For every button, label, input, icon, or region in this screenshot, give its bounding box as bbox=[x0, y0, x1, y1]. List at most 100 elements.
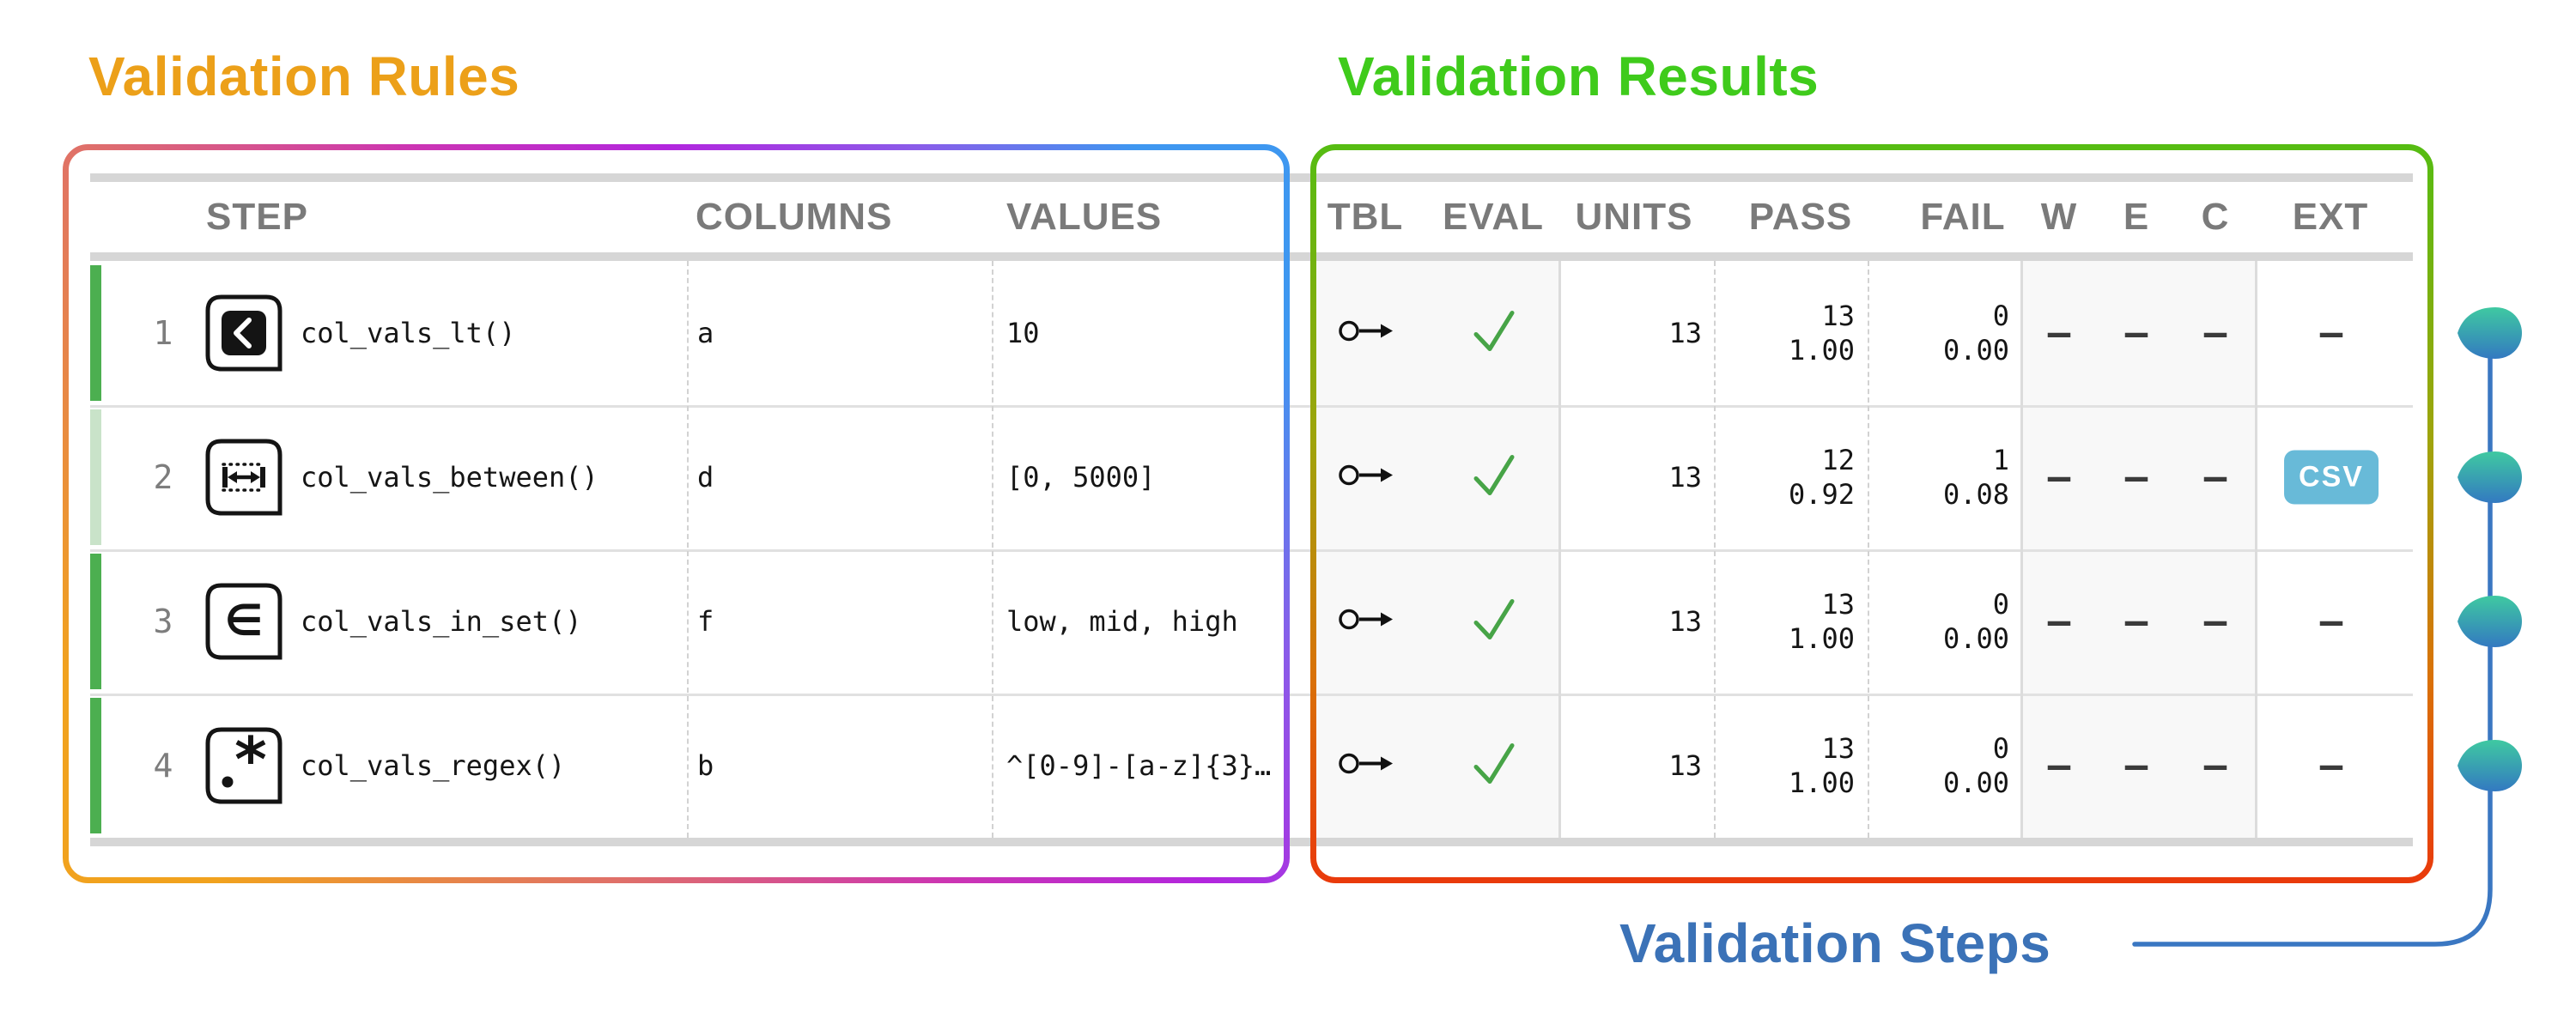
pass-fraction: 1.00 bbox=[1788, 334, 1855, 367]
units-cell: 13 bbox=[1668, 317, 1702, 349]
error-cell: — bbox=[2124, 743, 2148, 788]
fail-cell: 0 0.00 bbox=[1943, 731, 2009, 800]
values-cell: low, mid, high bbox=[1006, 605, 1238, 638]
pass-count: 12 bbox=[1821, 444, 1855, 476]
status-bar bbox=[90, 409, 101, 545]
in-set-icon: ∈ bbox=[204, 582, 283, 661]
fail-fraction: 0.00 bbox=[1942, 766, 2009, 799]
results-section-title: Validation Results bbox=[1338, 45, 1820, 107]
step-number: 3 bbox=[153, 603, 173, 640]
values-cell: ^[0-9]-[a-z]{3}… bbox=[1006, 749, 1272, 782]
pass-fraction: 1.00 bbox=[1788, 622, 1855, 655]
error-cell: — bbox=[2124, 599, 2148, 644]
pass-cell: 12 0.92 bbox=[1789, 443, 1855, 512]
critical-cell: — bbox=[2203, 599, 2227, 644]
extract-cell: — bbox=[2319, 311, 2343, 355]
fail-cell: 0 0.00 bbox=[1943, 587, 2009, 656]
table-arrow-icon bbox=[1338, 751, 1396, 781]
pass-cell: 13 1.00 bbox=[1789, 587, 1855, 656]
svg-text:*: * bbox=[234, 726, 267, 796]
fail-cell: 0 0.00 bbox=[1943, 299, 2009, 367]
header-step: STEP bbox=[206, 196, 308, 238]
warn-cell: — bbox=[2047, 455, 2071, 500]
steps-section-title: Validation Steps bbox=[1619, 912, 2051, 974]
fail-fraction: 0.00 bbox=[1942, 334, 2009, 367]
table-row: 2 col_vals_between() d [0, 5000] 13 12 0… bbox=[0, 405, 2576, 549]
fail-count: 0 bbox=[1992, 300, 2009, 332]
table-bottom-bar bbox=[90, 838, 2413, 846]
table-header-row: STEP COLUMNS VALUES TBL EVAL UNITS PASS … bbox=[0, 182, 2576, 252]
pass-count: 13 bbox=[1821, 300, 1855, 332]
green-check-icon bbox=[1471, 742, 1517, 791]
pass-fraction: 1.00 bbox=[1788, 766, 1855, 799]
function-name: col_vals_regex() bbox=[301, 749, 566, 782]
table-row: 4 * col_vals_regex() b ^[0-9]-[a-z]{3}… … bbox=[0, 694, 2576, 838]
units-cell: 13 bbox=[1668, 605, 1702, 638]
status-bar bbox=[90, 554, 101, 689]
header-c: C bbox=[2201, 196, 2230, 238]
green-check-icon bbox=[1471, 597, 1517, 646]
pass-count: 13 bbox=[1821, 588, 1855, 621]
table-top-bar bbox=[90, 173, 2413, 182]
extract-cell: CSV bbox=[2284, 450, 2379, 505]
pass-fraction: 0.92 bbox=[1788, 478, 1855, 511]
header-units: UNITS bbox=[1575, 196, 1693, 238]
pass-cell: 13 1.00 bbox=[1789, 731, 1855, 800]
table-row: 3 ∈ col_vals_in_set() f low, mid, high 1… bbox=[0, 549, 2576, 694]
header-w: W bbox=[2040, 196, 2078, 238]
fail-count: 0 bbox=[1992, 732, 2009, 765]
pass-cell: 13 1.00 bbox=[1789, 299, 1855, 367]
warn-cell: — bbox=[2047, 743, 2071, 788]
table-arrow-icon bbox=[1338, 463, 1396, 493]
function-name: col_vals_lt() bbox=[301, 317, 516, 349]
header-eval: EVAL bbox=[1442, 196, 1545, 238]
critical-cell: — bbox=[2203, 743, 2227, 788]
pass-count: 13 bbox=[1821, 732, 1855, 765]
error-cell: — bbox=[2124, 455, 2148, 500]
extract-cell: — bbox=[2319, 599, 2343, 644]
header-fail: FAIL bbox=[1920, 196, 2006, 238]
values-cell: [0, 5000] bbox=[1006, 461, 1156, 494]
fail-fraction: 0.08 bbox=[1942, 478, 2009, 511]
header-e: E bbox=[2123, 196, 2150, 238]
fail-fraction: 0.00 bbox=[1942, 622, 2009, 655]
fail-count: 1 bbox=[1992, 444, 2009, 476]
warn-cell: — bbox=[2047, 599, 2071, 644]
table-row: 1 col_vals_lt() a 10 13 13 1.00 0 0.00 —… bbox=[0, 261, 2576, 405]
extract-cell: — bbox=[2319, 743, 2343, 788]
columns-cell: a bbox=[697, 317, 714, 349]
status-bar bbox=[90, 265, 101, 401]
csv-download-button[interactable]: CSV bbox=[2284, 450, 2379, 505]
table-arrow-icon bbox=[1338, 318, 1396, 348]
critical-cell: — bbox=[2203, 455, 2227, 500]
units-cell: 13 bbox=[1668, 461, 1702, 494]
function-name: col_vals_in_set() bbox=[301, 605, 582, 638]
columns-cell: b bbox=[697, 749, 714, 782]
regex-icon: * bbox=[204, 724, 283, 805]
header-bottom-bar bbox=[90, 252, 2413, 261]
header-ext: EXT bbox=[2292, 196, 2369, 238]
green-check-icon bbox=[1471, 309, 1517, 358]
units-cell: 13 bbox=[1668, 749, 1702, 782]
error-cell: — bbox=[2124, 311, 2148, 355]
critical-cell: — bbox=[2203, 311, 2227, 355]
fail-count: 0 bbox=[1992, 588, 2009, 621]
table-arrow-icon bbox=[1338, 607, 1396, 637]
step-number: 1 bbox=[153, 314, 173, 352]
header-columns: COLUMNS bbox=[696, 196, 893, 238]
header-tbl: TBL bbox=[1327, 196, 1404, 238]
columns-cell: f bbox=[697, 605, 714, 638]
step-number: 4 bbox=[153, 747, 173, 785]
rules-section-title: Validation Rules bbox=[88, 45, 520, 107]
function-name: col_vals_between() bbox=[301, 461, 598, 494]
green-check-icon bbox=[1471, 453, 1517, 502]
fail-cell: 1 0.08 bbox=[1943, 443, 2009, 512]
svg-text:∈: ∈ bbox=[225, 596, 264, 645]
between-icon bbox=[204, 438, 283, 517]
status-bar bbox=[90, 698, 101, 833]
header-pass: PASS bbox=[1748, 196, 1853, 238]
less-than-icon bbox=[204, 294, 283, 373]
step-number: 2 bbox=[153, 458, 173, 496]
columns-cell: d bbox=[697, 461, 714, 494]
